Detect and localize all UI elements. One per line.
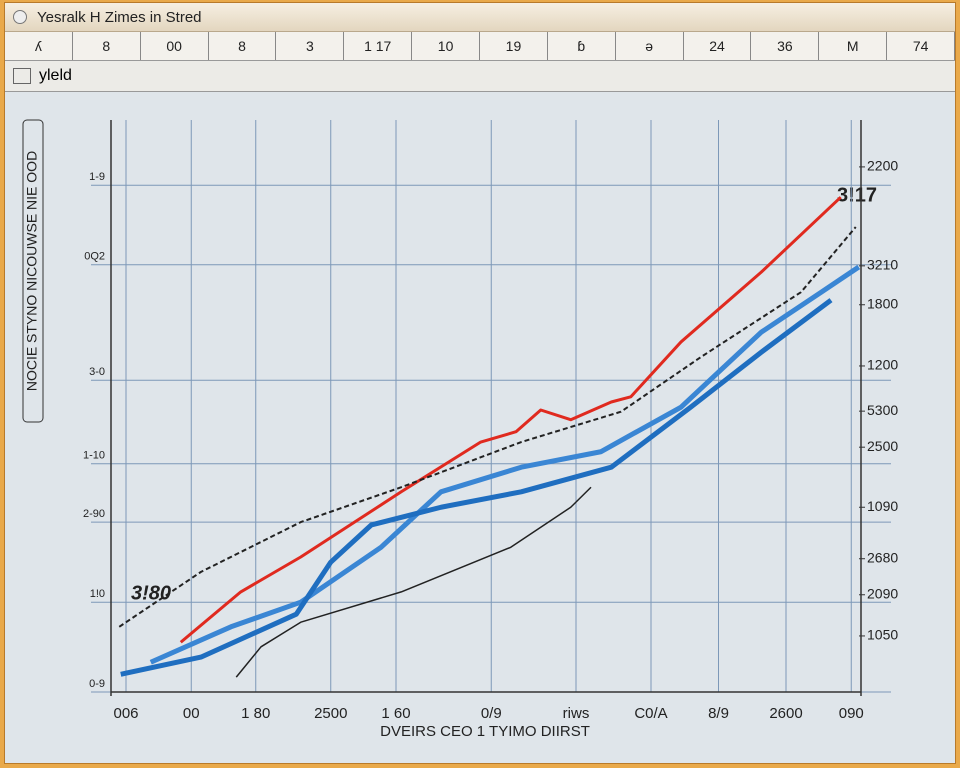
- y2-tick-label: 1090: [867, 498, 898, 514]
- annotation: 3!17: [837, 184, 877, 206]
- x-tick-label: 2600: [769, 705, 802, 722]
- y2-tick-label: 2090: [867, 585, 898, 601]
- x-tick-label: 8/9: [708, 705, 729, 722]
- y-tick-label: 1-9: [89, 171, 105, 183]
- annotation: 3!80: [131, 582, 171, 604]
- y-tick-label: 1-10: [83, 450, 105, 462]
- y2-tick-label: 1050: [867, 627, 898, 643]
- line-series: [120, 298, 833, 677]
- toolbar-cell[interactable]: 36: [751, 32, 820, 60]
- toolbar-cell[interactable]: 1 17: [344, 32, 413, 60]
- y2-tick-label: 3210: [867, 257, 898, 273]
- toolbar-cell[interactable]: 8: [209, 32, 277, 60]
- x-tick-label: 006: [113, 705, 138, 722]
- y2-tick-label: 1800: [867, 295, 898, 311]
- y2-tick-label: 2500: [867, 438, 898, 454]
- tab[interactable]: yleld: [39, 67, 72, 84]
- y-tick-label: 3-0: [89, 366, 105, 378]
- window: Yesralk H Zimes in Stred ʎ 8 00 8 3 1 17 10 19 ɓ…: [4, 2, 956, 764]
- toolbar-cell[interactable]: 3: [276, 32, 345, 60]
- x-tick-label: 2500: [314, 705, 347, 722]
- toolbar-cell[interactable]: ʎ: [5, 32, 73, 60]
- window-button[interactable]: [13, 10, 27, 24]
- y-tick-label: 0Q2: [84, 251, 105, 263]
- line-series: [149, 264, 861, 665]
- y2-tick-label: 2680: [867, 549, 898, 565]
- tab-row: yleld: [5, 61, 955, 92]
- line-series: [118, 226, 857, 628]
- x-tick-label: 1 60: [381, 705, 410, 722]
- toolbar-cell[interactable]: 24: [684, 32, 752, 60]
- line-series: [179, 196, 842, 644]
- y-tick-label: 0-9: [89, 678, 105, 690]
- toolbar: ʎ 8 00 8 3 1 17 10 19 ɓ ə 24 36 M 74: [5, 32, 956, 61]
- toolbar-cell[interactable]: ɓ: [548, 32, 616, 60]
- toolbar-cell[interactable]: 19: [480, 32, 548, 60]
- toolbar-cell[interactable]: 00: [141, 32, 209, 60]
- x-tick-label: 0/9: [481, 705, 502, 722]
- toolbar-cell[interactable]: 10: [412, 32, 481, 60]
- toolbar-cell[interactable]: 74: [887, 32, 956, 60]
- y2-tick-label: 2200: [867, 158, 898, 174]
- x-tick-label: C0/A: [634, 705, 667, 722]
- x-tick-label: 1 80: [241, 705, 270, 722]
- window-title: Yesralk H Zimes in Stred: [37, 8, 202, 26]
- x-tick-label: 090: [839, 705, 864, 722]
- y-tick-label: 2-90: [83, 508, 105, 520]
- x-tick-label: riws: [563, 705, 590, 722]
- y-axis-label: NOCIE STYNO NICOUWSE NIE OOD: [24, 151, 40, 391]
- toolbar-cell[interactable]: ə: [616, 32, 684, 60]
- x-axis-label: DVEIRS CEO 1 TYIMO DIIRST: [380, 723, 590, 740]
- chart: NOCIE STYNO NICOUWSE NIE OOD DVEIRS CEO …: [22, 119, 898, 740]
- y-tick-label: 1!0: [90, 588, 105, 600]
- toolbar-cell[interactable]: M: [819, 32, 888, 60]
- y2-tick-label: 5300: [867, 402, 898, 418]
- toolbar-cell[interactable]: 8: [73, 32, 141, 60]
- line-series: [235, 486, 592, 678]
- tab-icon: [13, 68, 31, 84]
- y2-tick-label: 1200: [867, 357, 898, 373]
- y-label-box: [22, 119, 44, 423]
- x-tick-label: 00: [183, 705, 200, 722]
- title-bar: Yesralk H Zimes in Stred: [5, 3, 955, 32]
